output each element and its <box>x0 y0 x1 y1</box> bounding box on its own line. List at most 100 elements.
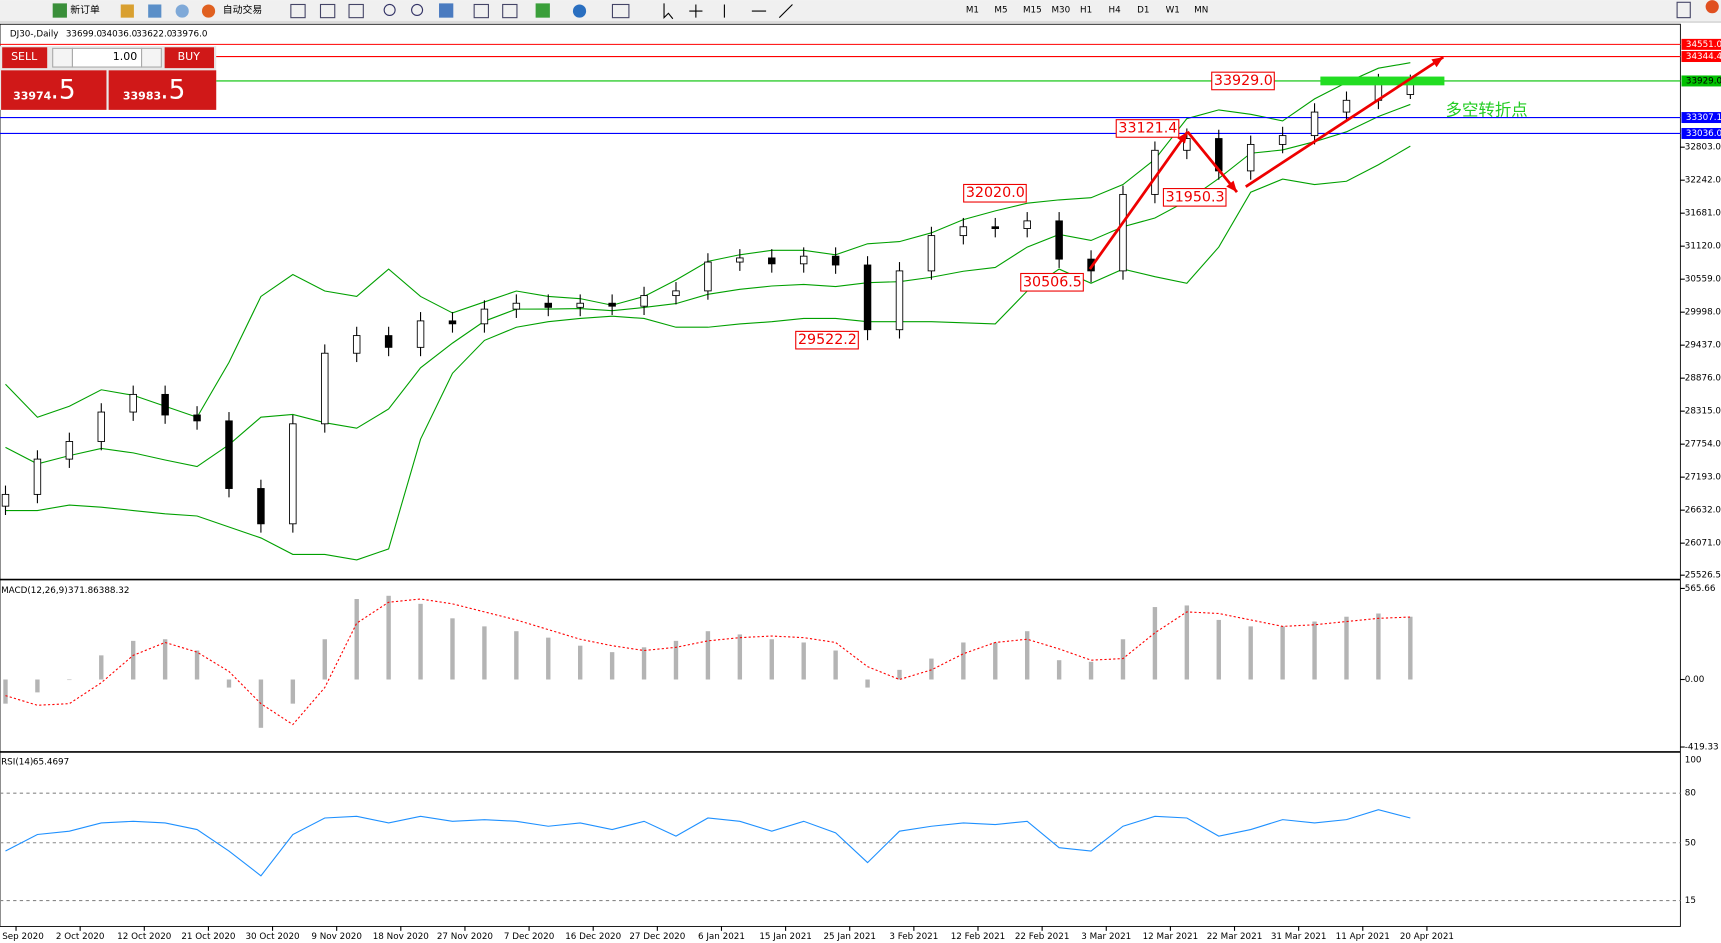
macd-bar <box>162 639 168 680</box>
tool-icon[interactable] <box>175 4 189 18</box>
timeframe-button[interactable]: M1 <box>966 5 979 15</box>
price-annotation-box <box>1211 71 1275 91</box>
macd-bar <box>386 595 391 680</box>
timeframe-button[interactable]: M30 <box>1051 5 1070 15</box>
tool-icon[interactable] <box>148 4 162 18</box>
sell-price-frac[interactable]: .5 <box>50 76 75 106</box>
timeframe-button[interactable]: H4 <box>1109 5 1122 15</box>
lot-down[interactable] <box>52 47 73 68</box>
search-icon[interactable] <box>1676 1 1691 19</box>
ohlc-value: 33622.0 <box>136 30 172 40</box>
price-line-label: 33036.0 <box>1686 129 1721 139</box>
tool-icon[interactable] <box>290 3 306 19</box>
tool-icon[interactable] <box>120 4 134 18</box>
buy-price[interactable]: 33983 <box>123 90 161 103</box>
trend-arrow <box>1088 131 1189 270</box>
buy-price-box[interactable] <box>108 70 217 110</box>
macd-bar <box>1408 616 1413 680</box>
tool-icon[interactable] <box>319 3 336 19</box>
candle-body <box>352 335 361 354</box>
lot-up[interactable] <box>141 47 162 68</box>
indicator-icon[interactable] <box>535 3 550 18</box>
sell-price[interactable]: 33974 <box>13 90 52 103</box>
macd-signal <box>5 598 1411 726</box>
tool-icon[interactable] <box>348 3 364 19</box>
price-annotation-box <box>1020 272 1084 292</box>
macd-bar <box>961 642 966 680</box>
candle-body <box>161 393 169 416</box>
tile-icon[interactable] <box>439 3 454 18</box>
candle-body <box>129 393 137 413</box>
template-icon[interactable] <box>611 3 630 19</box>
buy-label[interactable]: BUY <box>178 50 201 63</box>
lot-value[interactable]: 1.00 <box>113 50 137 63</box>
candle-body <box>257 488 265 525</box>
macd-bar <box>226 679 232 688</box>
crosshair-icon[interactable] <box>689 4 703 18</box>
candle-body <box>289 423 297 525</box>
arrow-head <box>1177 131 1188 144</box>
timeframe-button[interactable]: MN <box>1194 5 1208 15</box>
price-annotation-box <box>1115 119 1180 138</box>
zoom-in[interactable] <box>383 3 396 17</box>
y-tick-label: 26071.0 <box>1685 539 1721 549</box>
candle-body <box>863 264 872 331</box>
x-tick-label: 31 Mar 2021 <box>1271 932 1327 942</box>
auto-trading-icon[interactable] <box>201 4 216 18</box>
sell-price-box[interactable] <box>1 70 107 110</box>
buy-button[interactable] <box>164 47 215 69</box>
indicator-name: MACD(12,26,9) <box>1 586 68 596</box>
candle-body <box>608 302 616 307</box>
macd-bar <box>1120 639 1126 680</box>
timeframes: M1 M5 M15 M30 H1 H4 D1 W1 MN <box>966 5 1208 15</box>
zoom-out[interactable] <box>411 3 424 17</box>
timeframe-button[interactable]: M5 <box>994 5 1007 15</box>
rsi-line <box>5 809 1411 877</box>
arrow-head <box>1226 180 1237 193</box>
new-order-icon[interactable] <box>52 3 67 18</box>
auto-trading[interactable]: 自动交易 <box>223 3 262 16</box>
y-tick-label: 31681.0 <box>1685 209 1721 219</box>
x-tick-label: 6 Jan 2021 <box>698 932 745 942</box>
candle-body <box>416 320 425 348</box>
candle-body <box>480 308 489 325</box>
macd-bar <box>1216 619 1221 680</box>
notify-icon[interactable] <box>1705 0 1719 14</box>
macd-bar <box>482 626 487 680</box>
macd-bar <box>546 637 551 680</box>
candle-body <box>704 261 712 292</box>
tool-icon[interactable] <box>473 3 489 19</box>
candle-body <box>193 414 201 422</box>
price-line-label: 34344.4 <box>1686 52 1721 62</box>
macd-bar <box>929 658 934 680</box>
macd-bar <box>1280 626 1285 680</box>
timeframe-button[interactable]: W1 <box>1166 5 1180 15</box>
macd-bar <box>131 640 136 680</box>
ohlc-value: 34036.0 <box>101 30 137 40</box>
timeframe-button[interactable]: H1 <box>1080 5 1092 15</box>
tool-icon[interactable] <box>502 3 518 19</box>
x-tick-label: 25 Jan 2021 <box>823 932 876 942</box>
macd-bar <box>993 642 998 680</box>
candle-body <box>799 255 808 265</box>
macd-bar <box>609 652 615 680</box>
line-tools[interactable] <box>723 4 793 19</box>
timeframe-button[interactable]: M15 <box>1023 5 1042 15</box>
period-icon[interactable] <box>572 4 587 18</box>
macd-bar <box>67 679 72 681</box>
x-tick-label: 21 Oct 2020 <box>181 932 235 942</box>
sell-button[interactable] <box>2 47 48 69</box>
new-order[interactable]: 新订单 <box>70 3 100 16</box>
buy-price-frac[interactable]: .5 <box>160 76 185 106</box>
sell-label[interactable]: SELL <box>11 50 38 63</box>
x-tick-label: 12 Feb 2021 <box>951 932 1006 942</box>
timeframe-button[interactable]: D1 <box>1137 5 1149 15</box>
x-tick-label: 2 Oct 2020 <box>56 932 105 942</box>
y-tick-label: 27754.0 <box>1685 440 1721 450</box>
candle-body <box>576 302 584 308</box>
y-tick-label: 28876.0 <box>1685 374 1721 384</box>
cursor-icon[interactable] <box>663 3 674 20</box>
